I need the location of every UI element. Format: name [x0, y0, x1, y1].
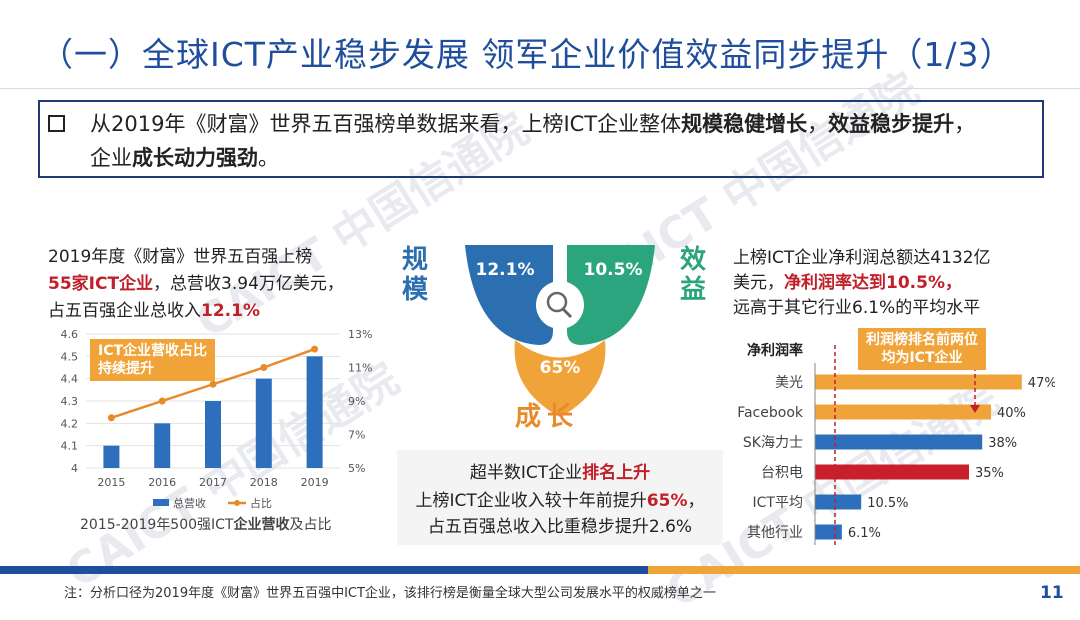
share-point: [209, 380, 217, 388]
legend-label-share: 占比: [250, 496, 272, 510]
scale-label: 规 模: [402, 245, 429, 305]
footnote: 注：分析口径为2019年度《财富》世界五百强中ICT企业，该排行榜是衡量全球大型…: [64, 586, 716, 601]
y-tick-right: 9%: [348, 395, 365, 408]
growth-label: 成长: [515, 402, 580, 432]
x-tick: 2017: [199, 476, 227, 489]
x-tick: 2018: [250, 476, 278, 489]
footer-bar: [0, 566, 1080, 574]
left-intro: 2019年度《财富》世界五百强上榜 55家ICT企业，总营收3.94万亿美元， …: [48, 247, 344, 321]
legend-label-revenue: 总营收: [173, 496, 206, 510]
value-label: 35%: [975, 466, 1004, 481]
margin-bar: [815, 464, 969, 480]
page-title: （一）全球ICT产业稳步发展 领军企业价值效益同步提升（1/3）: [40, 35, 1014, 74]
share-point: [158, 397, 166, 405]
legend-marker-share: [234, 500, 240, 506]
y-tick-left: 4.1: [61, 440, 79, 453]
revenue-bar: [255, 378, 272, 468]
margin-bar: [815, 434, 983, 450]
y-tick-left: 4.4: [61, 373, 79, 386]
y-tick-left: 4.5: [61, 350, 79, 363]
value-label: 40%: [997, 406, 1026, 421]
square-bullet-icon: [48, 115, 65, 132]
category-label: ICT平均: [753, 495, 803, 511]
callout-arrow-icon: [970, 405, 980, 413]
share-point: [107, 414, 115, 422]
summary-box: 从2019年《财富》世界五百强榜单数据来看，上榜ICT企业整体规模稳健增长，效益…: [38, 100, 1044, 178]
y-tick-right: 13%: [348, 328, 372, 341]
revenue-bar: [103, 445, 120, 468]
petal-benefit-pct: 10.5%: [584, 260, 643, 280]
margin-bar: [815, 494, 862, 510]
center-circle: [536, 281, 584, 329]
y-tick-right: 7%: [348, 429, 365, 442]
revenue-bar: [306, 356, 323, 468]
right-intro: 上榜ICT企业净利润总额达4132亿 美元，净利润率达到10.5%， 远高于其它…: [733, 248, 991, 318]
summary-line-2: 企业成长动力强劲。: [90, 146, 279, 170]
share-point: [260, 364, 268, 371]
revenue-callout: ICT企业营收占比 持续提升: [90, 339, 216, 381]
x-tick: 2019: [301, 476, 329, 489]
y-tick-left: 4: [71, 462, 78, 475]
value-label: 47%: [1028, 376, 1055, 391]
category-label: SK海力士: [743, 435, 803, 451]
benefit-label: 效 益: [680, 245, 707, 305]
three-petal-diagram: 12.1% 10.5% 65%: [465, 245, 655, 417]
page-number: 11: [1040, 583, 1064, 603]
margin-bar: [815, 404, 991, 420]
y-tick-left: 4.2: [61, 417, 79, 430]
category-label: 其他行业: [747, 525, 803, 541]
margin-bar: [815, 374, 1022, 390]
summary-line-1: 从2019年《财富》世界五百强榜单数据来看，上榜ICT企业整体规模稳健增长，效益…: [90, 112, 976, 136]
value-label: 10.5%: [867, 496, 908, 511]
revenue-bar: [154, 423, 171, 468]
chart-title: 净利润率: [747, 342, 803, 359]
petal-growth-pct: 65%: [540, 358, 581, 378]
petal-benefit: [567, 245, 655, 345]
magnifier-icon: [546, 291, 573, 319]
petal-scale: [465, 245, 553, 345]
growth-text-box: 超半数ICT企业排名上升 上榜ICT企业收入较十年前提升65%， 占五百强总收入…: [397, 450, 723, 545]
y-tick-left: 4.3: [61, 395, 79, 408]
category-label: 台积电: [761, 465, 803, 481]
profit-callout: 利润榜排名前两位 均为ICT企业: [858, 328, 986, 370]
value-label: 38%: [988, 436, 1017, 451]
title-divider: [0, 88, 1080, 89]
y-tick-right: 11%: [348, 362, 372, 375]
margin-bar: [815, 524, 842, 540]
share-point: [311, 345, 319, 353]
x-tick: 2016: [148, 476, 176, 489]
category-label: 美光: [775, 375, 803, 391]
y-tick-right: 5%: [348, 462, 365, 475]
y-tick-left: 4.6: [61, 328, 79, 341]
category-label: Facebook: [737, 405, 804, 421]
x-tick: 2015: [97, 476, 125, 489]
value-label: 6.1%: [848, 526, 881, 541]
petal-scale-pct: 12.1%: [476, 260, 535, 280]
petal-growth: [514, 340, 606, 417]
revenue-bar: [205, 401, 221, 468]
chart-caption: 2015-2019年500强ICT企业营收及占比: [80, 517, 332, 533]
legend-swatch-revenue: [153, 499, 169, 506]
